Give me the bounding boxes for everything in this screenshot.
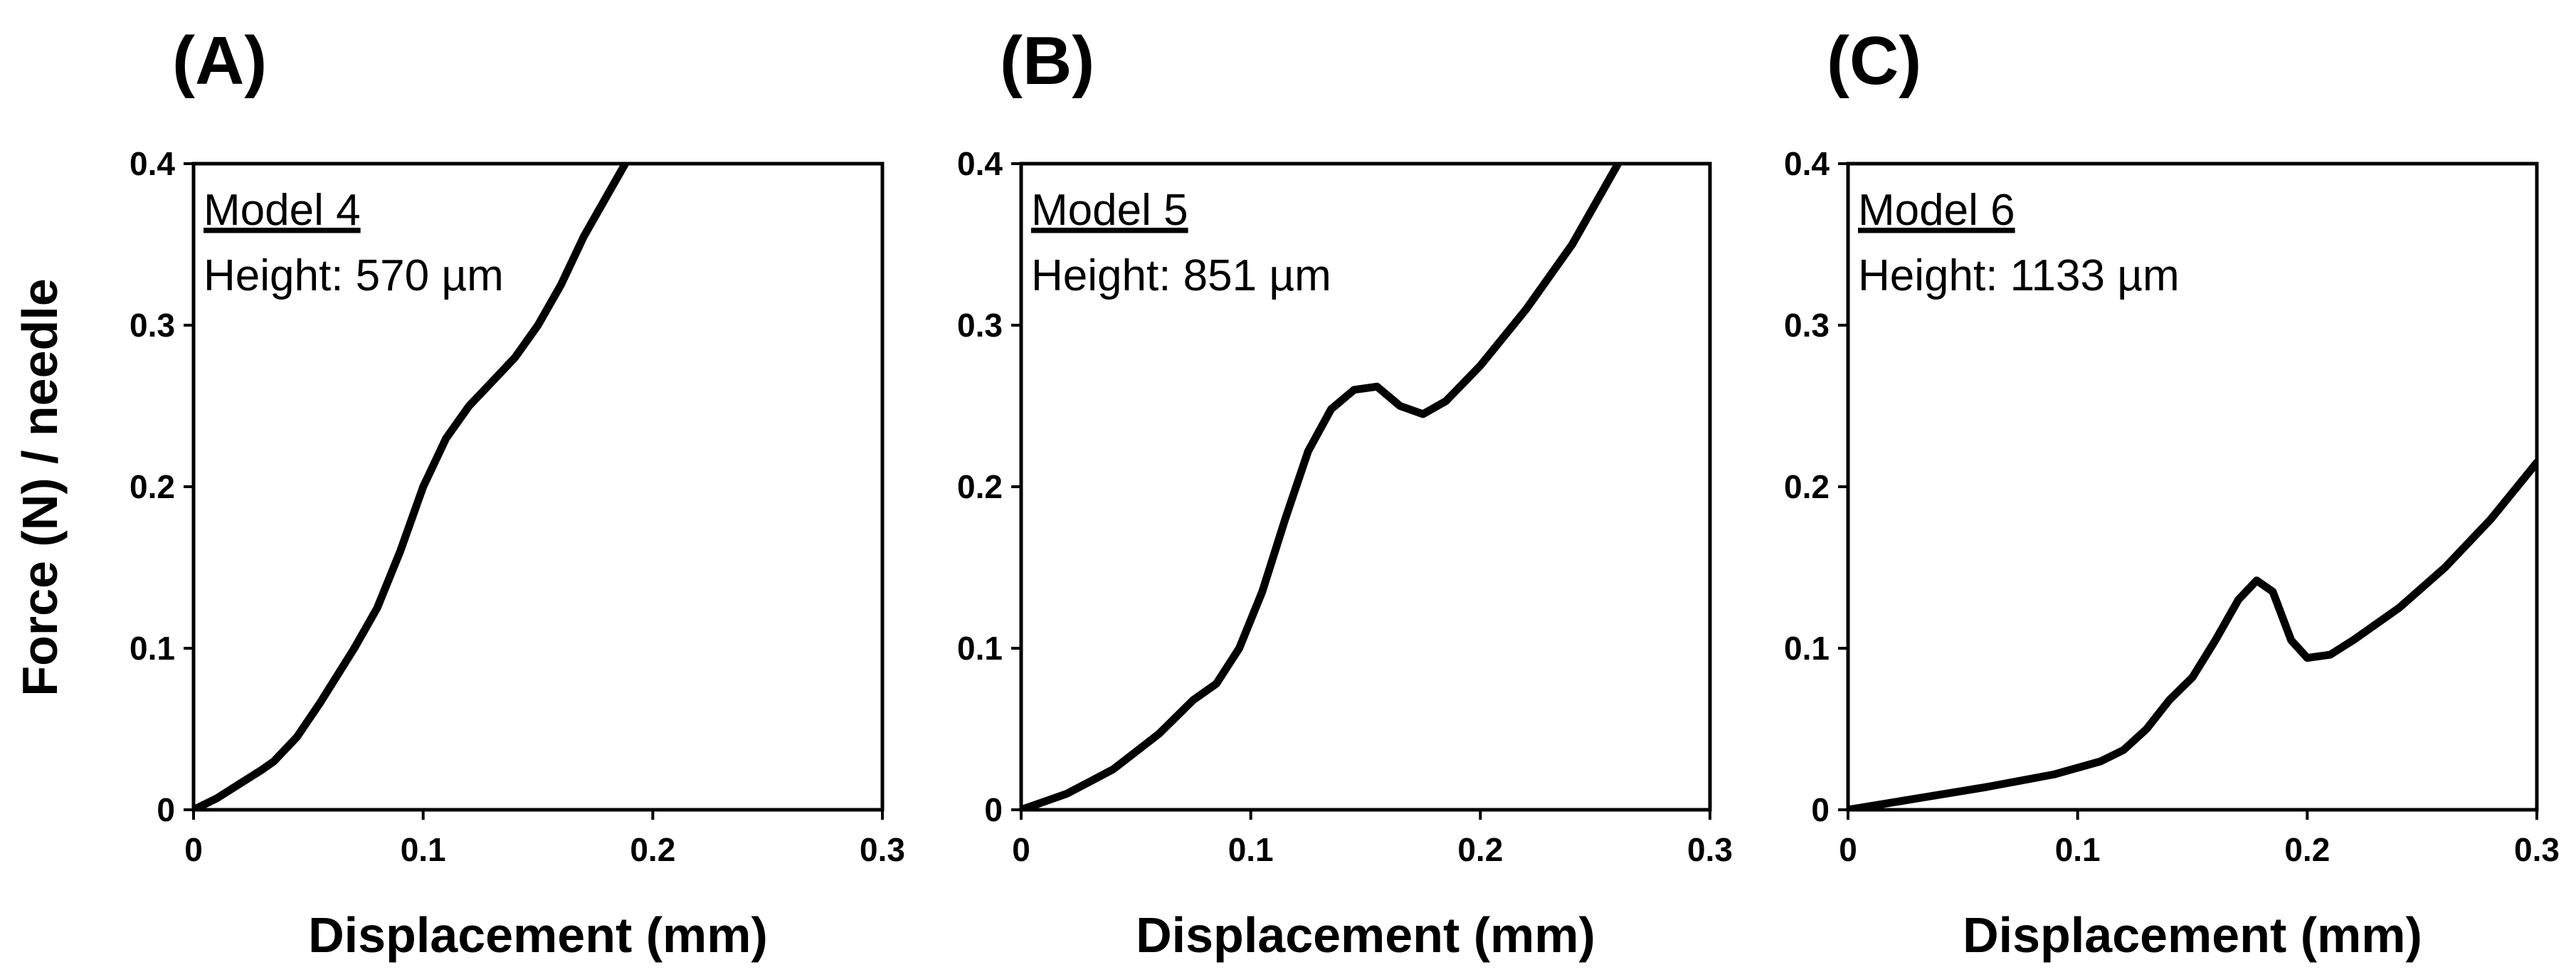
x-tick-label: 0 (184, 831, 203, 868)
y-tick-label: 0.1 (130, 630, 175, 667)
x-tick-label: 0.2 (2284, 831, 2330, 868)
x-tick-label: 0.2 (630, 831, 675, 868)
y-tick-label: 0 (157, 791, 175, 828)
y-tick-label: 0.4 (130, 145, 175, 182)
y-tick-label: 0.3 (1784, 307, 1830, 344)
annotation-title: Model 5 (1031, 186, 1188, 235)
x-tick-label: 0.1 (2055, 831, 2101, 868)
x-tick-label: 0.2 (1457, 831, 1503, 868)
plot-frame (1846, 162, 2539, 812)
y-tick-label: 0.3 (130, 307, 175, 344)
annotation-subtitle: Height: 1133 µm (1858, 251, 2180, 300)
panel-label: (B) (1000, 23, 1094, 99)
y-tick-label: 0.1 (1784, 630, 1830, 667)
y-tick-label: 0.2 (130, 468, 175, 505)
annotation-title: Model 6 (1858, 186, 2015, 235)
x-tick-label: 0.3 (860, 831, 905, 868)
x-tick-label: 0.3 (1687, 831, 1733, 868)
series-line (1848, 458, 2537, 810)
panels: (A) 0 0.1 0.2 0.3 0 0.1 0.2 0.3 0.4 Displacement (… (130, 23, 2560, 963)
chart-panel-b: (B) 0 0.1 0.2 0.3 0 0.1 0.2 0.3 0.4 Displacement (… (957, 23, 1733, 963)
y-tick-label: 0.2 (1784, 468, 1830, 505)
x-tick-label: 0.3 (2514, 831, 2560, 868)
y-tick-label: 0.1 (957, 630, 1003, 667)
y-axis-title: Force (N) / needle (12, 278, 68, 696)
x-tick-label: 0.1 (1228, 831, 1274, 868)
y-tick-label: 0.4 (957, 145, 1003, 182)
panel-label: (A) (172, 23, 267, 99)
y-tick-label: 0.4 (1784, 145, 1830, 182)
annotation-subtitle: Height: 570 µm (204, 251, 504, 300)
plot-frame (191, 162, 885, 812)
plot-frame (1019, 162, 1712, 812)
y-tick-label: 0 (984, 791, 1003, 828)
y-tick-label: 0.3 (957, 307, 1003, 344)
y-tick-label: 0 (1811, 791, 1830, 828)
x-tick-label: 0 (1839, 831, 1857, 868)
series-line (1021, 164, 1622, 810)
y-tick-label: 0.2 (957, 468, 1003, 505)
panel-label: (C) (1827, 23, 1921, 99)
chart-panel-a: (A) 0 0.1 0.2 0.3 0 0.1 0.2 0.3 0.4 Displacement (… (130, 23, 905, 963)
annotation-title: Model 4 (204, 186, 361, 235)
x-axis-title: Displacement (mm) (1963, 907, 2422, 963)
chart-panel-c: (C) 0 0.1 0.2 0.3 0 0.1 0.2 0.3 0.4 Displacement (… (1784, 23, 2560, 963)
x-axis-title: Displacement (mm) (308, 907, 768, 963)
x-tick-label: 0.1 (401, 831, 446, 868)
series-line (194, 164, 630, 810)
annotation-subtitle: Height: 851 µm (1031, 251, 1331, 300)
x-tick-label: 0 (1012, 831, 1030, 868)
x-axis-title: Displacement (mm) (1136, 907, 1595, 963)
